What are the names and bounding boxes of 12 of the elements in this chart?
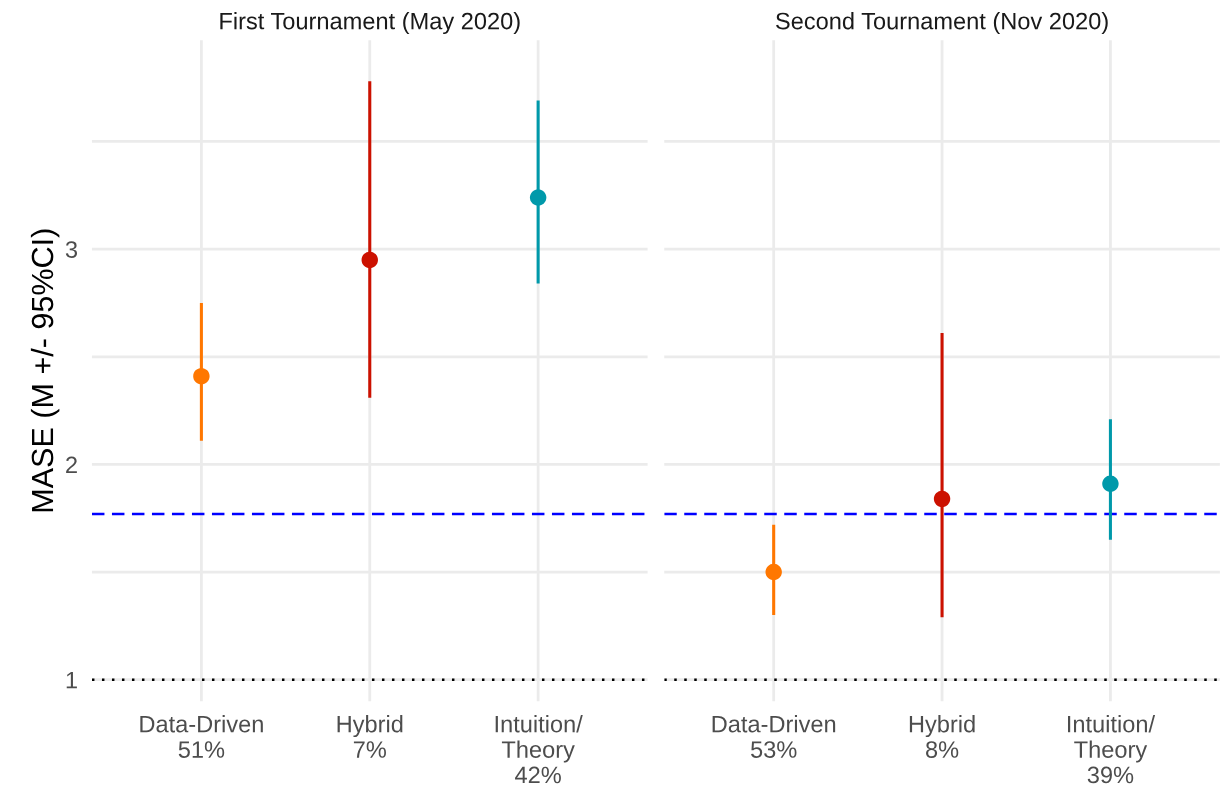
x-tick-label: Hybrid 7% <box>337 715 403 758</box>
chart-title: First Tournament (May 2020) <box>220 12 520 35</box>
y-axis-title: MASE (M +/- 95%CI) <box>30 229 60 512</box>
x-tick-label: Data-Driven 51% <box>140 715 263 758</box>
y-tick-label: 3 <box>65 241 78 258</box>
x-tick-label: Intuition/ Theory 39% <box>1067 715 1156 784</box>
x-tick-label: Intuition/ Theory 42% <box>495 715 583 784</box>
y-tick-label: 2 <box>66 456 77 473</box>
y-tick-label: 1 <box>66 672 77 689</box>
x-tick-label: Hybrid 8% <box>909 715 975 758</box>
x-tick-label: Data-Driven 53% <box>712 715 836 758</box>
chart-title: Second Tournament (Nov 2020) <box>776 12 1108 35</box>
